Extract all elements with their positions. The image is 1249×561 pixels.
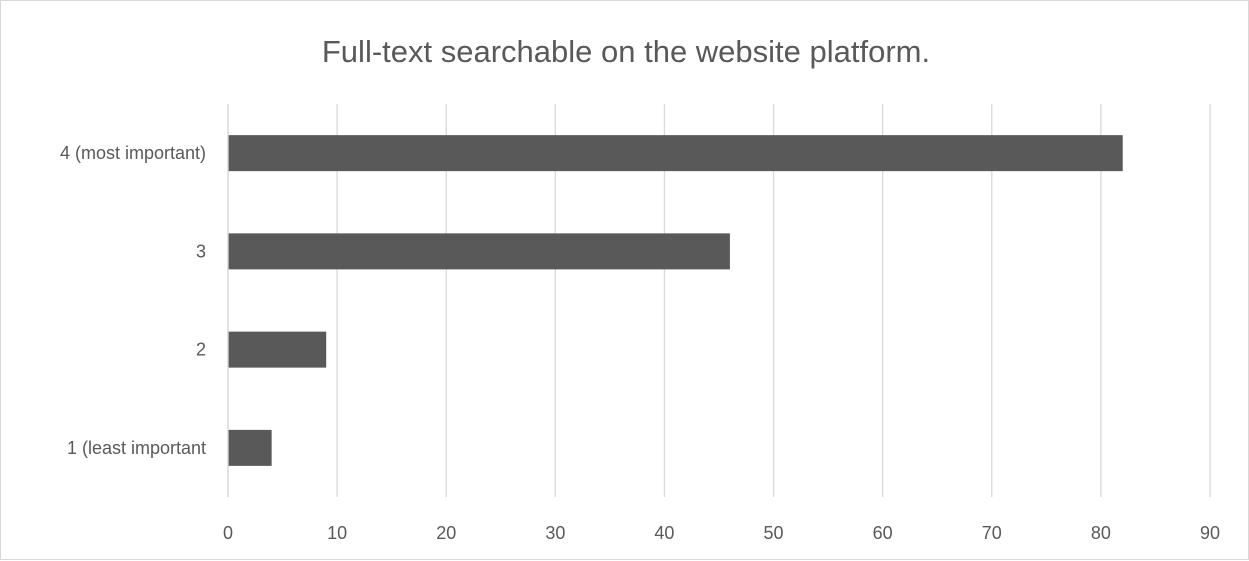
x-tick-label: 40 <box>654 523 674 543</box>
x-tick-label: 20 <box>436 523 456 543</box>
bars <box>228 135 1123 466</box>
bar <box>228 429 272 466</box>
category-label: 4 (most important) <box>60 143 206 163</box>
axes: 0 10 20 30 40 50 60 70 80 90 4 (most important) 3 2 1… <box>60 104 1220 543</box>
category-label: 2 <box>196 340 206 360</box>
x-tick-label: 0 <box>223 523 233 543</box>
x-tick-label: 70 <box>982 523 1002 543</box>
x-tick-label: 30 <box>545 523 565 543</box>
category-label: 3 <box>196 241 206 261</box>
x-tick-label: 60 <box>873 523 893 543</box>
x-tick-label: 90 <box>1200 523 1220 543</box>
chart-title: Full-text searchable on the website plat… <box>322 34 930 69</box>
x-tick-label: 50 <box>764 523 784 543</box>
x-tick-label: 80 <box>1091 523 1111 543</box>
category-label: 1 (least important <box>67 438 206 458</box>
bar <box>228 135 1123 172</box>
bar <box>228 331 327 368</box>
x-tick-label: 10 <box>327 523 347 543</box>
bar <box>228 233 730 270</box>
